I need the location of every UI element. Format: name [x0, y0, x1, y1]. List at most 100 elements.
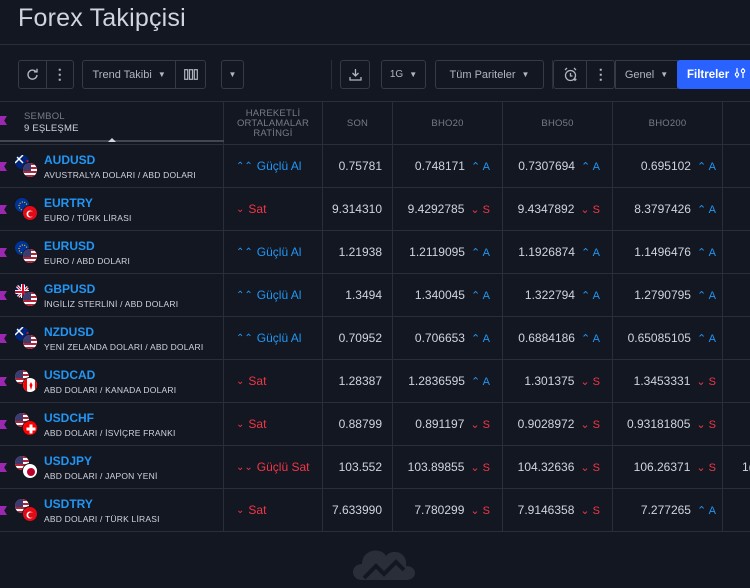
bho20-cell: 9.4292785 ⌄ S: [393, 188, 503, 230]
alarm-clock-icon[interactable]: [554, 61, 586, 88]
toolbar-divider: [331, 60, 332, 89]
column-header-bho200[interactable]: BHO200: [613, 102, 723, 145]
bho200-value: 0.65085105: [627, 331, 691, 345]
signal-label: S: [708, 375, 716, 388]
symbol-cell[interactable]: EURUSD EURO / ABD DOLARI: [0, 231, 224, 273]
table-row[interactable]: USDJPY ABD DOLARI / JAPON YENİ ⌄⌄ Güçlü …: [0, 446, 750, 489]
chevron-up-icon: ⌃: [696, 203, 707, 216]
symbol-code[interactable]: USDCHF: [44, 411, 94, 425]
symbol-description: ABD DOLARI / KANADA DOLARI: [44, 385, 177, 395]
column-header-son[interactable]: SON: [323, 102, 393, 145]
toolbar: ⋮ Trend Takibi ▼ ▼ 1G ▼ Tüm Pariteler ▼ …: [0, 56, 750, 94]
overflow-cell: [723, 489, 750, 531]
symbol-code[interactable]: EURTRY: [44, 196, 93, 210]
symbol-cell[interactable]: USDCHF ABD DOLARI / İSVİÇRE FRANKI: [0, 403, 224, 445]
signal-buy: ⌃ A: [697, 203, 716, 216]
rating-label: Sat: [248, 202, 267, 216]
symbol-code[interactable]: AUDUSD: [44, 153, 96, 167]
table-row[interactable]: EURUSD EURO / ABD DOLARI ⌃⌃ Güçlü Al 1.2…: [0, 231, 750, 274]
collapse-button[interactable]: ▼: [221, 60, 244, 89]
columns-icon[interactable]: [176, 61, 205, 88]
bho50-value: 104.32636: [517, 460, 575, 474]
signal-label: S: [482, 203, 490, 216]
column-header-bho20[interactable]: BHO20: [393, 102, 503, 145]
preset-select[interactable]: Trend Takibi ▼: [83, 61, 175, 88]
table-row[interactable]: GBPUSD İNGİLİZ STERLİNİ / ABD DOLARI ⌃⌃ …: [0, 274, 750, 317]
bho200-cell: 7.277265 ⌃ A: [613, 489, 723, 531]
signal-label: A: [708, 246, 716, 259]
sort-arrow-icon: [108, 138, 116, 142]
overflow-cell: [723, 145, 750, 187]
table-row[interactable]: NZDUSD YENİ ZELANDA DOLARI / ABD DOLARI …: [0, 317, 750, 360]
rating-label: Güçlü Al: [256, 331, 302, 345]
rating-cell: ⌃⌃ Güçlü Al: [224, 145, 323, 187]
pairs-select[interactable]: Tüm Pariteler ▼: [435, 60, 544, 89]
more-menu-icon[interactable]: ⋮: [52, 66, 67, 82]
symbol-code[interactable]: USDCAD: [44, 368, 96, 382]
signal-buy: ⌃ A: [471, 160, 490, 173]
symbol-cell[interactable]: USDJPY ABD DOLARI / JAPON YENİ: [0, 446, 224, 488]
more-menu-icon[interactable]: ⋮: [593, 66, 608, 82]
bho200-cell: 8.3797426 ⌃ A: [613, 188, 723, 230]
table-row[interactable]: EURTRY EURO / TÜRK LİRASI ⌄ Sat 9.314310…: [0, 188, 750, 231]
column-header-rating[interactable]: HAREKETLİ ORTALAMALAR RATİNGİ: [224, 102, 323, 145]
bho200-value: 0.93181805: [626, 417, 691, 431]
view-label: Genel: [624, 68, 655, 81]
bho200-value: 106.26371: [633, 460, 691, 474]
chevron-up-icon: ⌃: [580, 160, 591, 173]
table-row[interactable]: USDCHF ABD DOLARI / İSVİÇRE FRANKI ⌄ Sat…: [0, 403, 750, 446]
rating-cell: ⌃⌃ Güçlü Al: [224, 317, 323, 359]
signal-label: A: [592, 246, 600, 259]
bho200-value: 8.3797426: [634, 202, 691, 216]
son-cell: 7.633990: [323, 489, 393, 531]
view-select[interactable]: Genel ▼: [615, 60, 678, 89]
refresh-icon[interactable]: [19, 61, 46, 88]
bho20-cell: 7.780299 ⌄ S: [393, 489, 503, 531]
interval-select[interactable]: 1G ▼: [381, 60, 426, 89]
symbol-description: YENİ ZELANDA DOLARI / ABD DOLARI: [44, 342, 204, 352]
chf-flag-icon: [22, 420, 38, 436]
filters-button[interactable]: Filtreler: [677, 60, 750, 89]
signal-buy: ⌃ A: [471, 246, 490, 259]
signal-buy: ⌃ A: [471, 375, 490, 388]
signal-label: S: [482, 418, 490, 431]
bho20-value: 1.2119095: [409, 245, 465, 259]
title-divider: [0, 44, 750, 45]
rating-label: Güçlü Al: [256, 159, 302, 173]
double-chevron-up-icon: ⌃⌃: [236, 332, 253, 344]
symbol-cell[interactable]: USDCAD ABD DOLARI / KANADA DOLARI: [0, 360, 224, 402]
bho200-value: 1.3453331: [633, 374, 691, 388]
symbol-description: ABD DOLARI / TÜRK LİRASI: [44, 514, 160, 524]
signal-sell: ⌄ S: [580, 203, 600, 216]
overflow-cell: [723, 360, 750, 402]
download-icon: [348, 69, 362, 81]
symbol-code[interactable]: USDTRY: [44, 497, 93, 511]
symbol-code[interactable]: GBPUSD: [44, 282, 96, 296]
symbol-cell[interactable]: NZDUSD YENİ ZELANDA DOLARI / ABD DOLARI: [0, 317, 224, 359]
bho50-cell: 9.4347892 ⌄ S: [503, 188, 613, 230]
son-value: 0.75781: [338, 159, 382, 173]
chevron-down-icon: ▼: [409, 70, 418, 79]
overflow-cell: [723, 403, 750, 445]
table-row[interactable]: AUDUSD AVUSTRALYA DOLARI / ABD DOLARI ⌃⌃…: [0, 145, 750, 188]
chevron-down-icon: ⌄: [236, 418, 245, 430]
symbol-code[interactable]: USDJPY: [44, 454, 93, 468]
rating-label: Sat: [248, 417, 267, 431]
symbol-code[interactable]: NZDUSD: [44, 325, 94, 339]
bho50-cell: 7.9146358 ⌄ S: [503, 489, 613, 531]
double-chevron-down-icon: ⌄⌄: [236, 461, 253, 473]
symbol-cell[interactable]: GBPUSD İNGİLİZ STERLİNİ / ABD DOLARI: [0, 274, 224, 316]
column-header-bho50[interactable]: BHO50: [503, 102, 613, 145]
chevron-up-icon: ⌃: [696, 289, 707, 302]
bho50-value: 0.9028972: [517, 417, 575, 431]
symbol-cell[interactable]: EURTRY EURO / TÜRK LİRASI: [0, 188, 224, 230]
download-button[interactable]: [340, 60, 370, 89]
symbol-cell[interactable]: AUDUSD AVUSTRALYA DOLARI / ABD DOLARI: [0, 145, 224, 187]
symbol-code[interactable]: EURUSD: [44, 239, 95, 253]
table-row[interactable]: USDCAD ABD DOLARI / KANADA DOLARI ⌄ Sat …: [0, 360, 750, 403]
symbol-cell[interactable]: USDTRY ABD DOLARI / TÜRK LİRASI: [0, 489, 224, 531]
table-row[interactable]: USDTRY ABD DOLARI / TÜRK LİRASI ⌄ Sat 7.…: [0, 489, 750, 532]
chevron-down-icon: ⌄: [236, 375, 245, 387]
column-header-symbol[interactable]: SEMBOL 9 EŞLEŞME: [0, 102, 224, 145]
usd-flag-icon: [22, 291, 38, 307]
